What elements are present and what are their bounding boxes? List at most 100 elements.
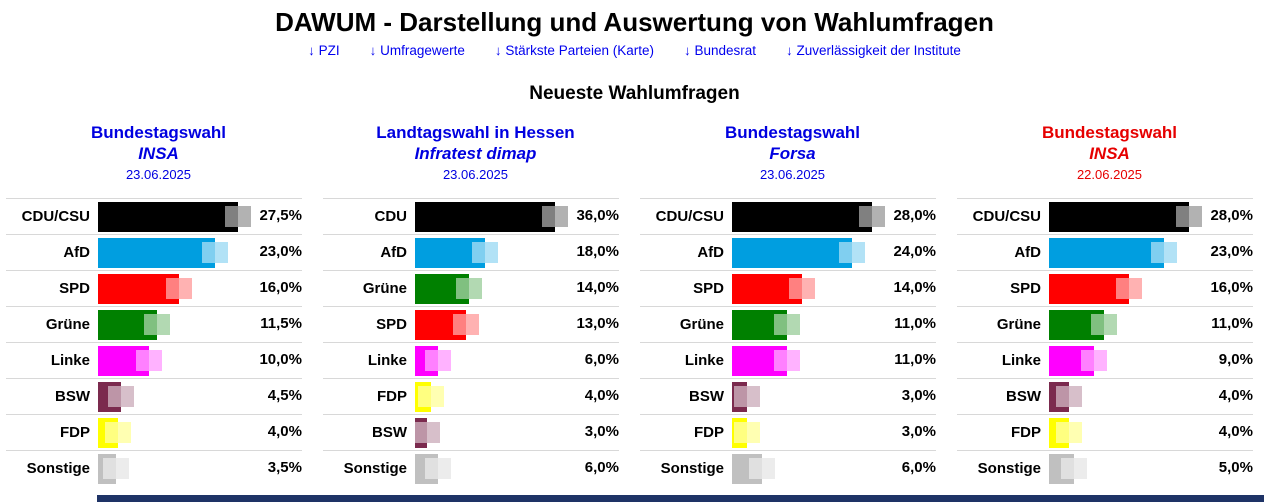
nav-link-bundesrat[interactable]: ↓ Bundesrat	[683, 43, 757, 58]
poll-bar	[732, 237, 852, 268]
previous-value-marker-outer	[115, 457, 129, 479]
party-row: FDP 4,0%	[957, 414, 1253, 450]
party-label: Grüne	[362, 280, 407, 297]
chart-title-link[interactable]: Bundestagswahl	[1041, 123, 1178, 142]
party-row: FDP 4,0%	[323, 378, 619, 414]
poll-value: 16,0%	[1210, 279, 1253, 296]
poll-chart-2: Landtagswahl in Hessen Infratest dimap 23.…	[317, 122, 634, 486]
party-label: FDP	[377, 388, 407, 405]
bar-area	[732, 237, 936, 268]
nav-link-staerkste-parteien[interactable]: ↓ Stärkste Parteien (Karte)	[494, 43, 654, 58]
poll-bar	[415, 381, 431, 412]
poll-bar	[98, 237, 216, 268]
chart-title-link[interactable]: Landtagswahl in Hessen	[376, 123, 575, 142]
party-row: Linke 9,0%	[957, 342, 1253, 378]
chart-institute-link[interactable]: INSA	[1089, 144, 1130, 163]
chart-rows: CDU/CSU 28,0% AfD 24,0% SPD 14,0% Grüne 11,0% Li…	[640, 198, 936, 486]
poll-bar	[98, 417, 119, 448]
previous-value-marker-inner	[542, 205, 555, 227]
chart-date: 23.06.2025	[125, 167, 192, 182]
latest-polls-charts: Bundestagswahl INSA 23.06.2025 CDU/CSU 27,5%…	[0, 122, 1269, 486]
bar-area	[98, 273, 302, 304]
poll-bar	[415, 453, 439, 484]
previous-value-marker-outer	[852, 241, 865, 263]
party-label: BSW	[1006, 388, 1041, 405]
party-label: FDP	[1011, 424, 1041, 441]
previous-value-marker-outer	[465, 313, 479, 335]
party-row: Grüne 11,0%	[957, 306, 1253, 342]
poll-bar	[1049, 273, 1129, 304]
poll-bar	[1049, 309, 1104, 340]
previous-value-marker-outer	[156, 313, 170, 335]
previous-value-marker-inner	[166, 277, 180, 299]
poll-bar	[732, 453, 762, 484]
chart-title-link[interactable]: Bundestagswahl	[724, 123, 861, 142]
bar-area	[732, 345, 936, 376]
previous-value-marker-outer	[787, 313, 800, 335]
poll-value: 28,0%	[893, 207, 936, 224]
poll-bar	[98, 345, 149, 376]
previous-value-marker-outer	[118, 421, 132, 443]
previous-value-marker-inner	[1091, 313, 1104, 335]
party-label: Sonstige	[977, 460, 1041, 477]
chart-institute-link[interactable]: Infratest dimap	[414, 144, 537, 163]
poll-value: 24,0%	[893, 243, 936, 260]
bar-area	[1049, 309, 1253, 340]
party-row: Grüne 14,0%	[323, 270, 619, 306]
nav-link-pzi[interactable]: ↓ PZI	[308, 43, 340, 58]
chart-date: 23.06.2025	[442, 167, 509, 182]
party-row: Sonstige 5,0%	[957, 450, 1253, 486]
chart-title-link[interactable]: Bundestagswahl	[90, 123, 227, 142]
previous-value-marker-inner	[105, 421, 119, 443]
bar-area	[1049, 201, 1253, 232]
chart-institute-link[interactable]: INSA	[138, 144, 179, 163]
party-row: AfD 23,0%	[6, 234, 302, 270]
party-label: SPD	[376, 316, 407, 333]
previous-value-marker-outer	[1069, 385, 1082, 407]
bar-area	[415, 453, 619, 484]
bar-area	[98, 237, 302, 268]
poll-value: 28,0%	[1210, 207, 1253, 224]
chart-institute-link[interactable]: Forsa	[769, 144, 816, 163]
previous-value-marker-outer	[438, 457, 452, 479]
party-row: Sonstige 6,0%	[640, 450, 936, 486]
bar-area	[415, 309, 619, 340]
bar-area	[732, 417, 936, 448]
party-label: SPD	[1010, 280, 1041, 297]
previous-value-marker-outer	[872, 205, 885, 227]
poll-bar	[415, 417, 428, 448]
party-row: SPD 16,0%	[6, 270, 302, 306]
nav-link-zuverlaessigkeit[interactable]: ↓ Zuverlässigkeit der Institute	[786, 43, 961, 58]
party-label: BSW	[689, 388, 724, 405]
poll-bar	[98, 381, 121, 412]
party-label: AfD	[380, 244, 407, 261]
poll-value: 6,0%	[584, 351, 619, 368]
previous-value-marker-inner	[774, 349, 787, 371]
poll-bar	[415, 273, 470, 304]
poll-value: 9,0%	[1218, 351, 1253, 368]
party-label: Grüne	[679, 316, 724, 333]
bar-area	[732, 453, 936, 484]
nav-link-umfragewerte[interactable]: ↓ Umfragewerte	[369, 43, 465, 58]
poll-value: 11,0%	[894, 351, 936, 368]
previous-value-marker-inner	[102, 457, 116, 479]
poll-value: 11,0%	[1211, 315, 1253, 332]
poll-value: 3,5%	[267, 459, 302, 476]
poll-bar	[1049, 345, 1094, 376]
previous-value-marker-inner	[456, 277, 470, 299]
previous-value-marker-inner	[135, 349, 149, 371]
party-label: SPD	[59, 280, 90, 297]
chart-header: Bundestagswahl INSA 22.06.2025	[951, 122, 1268, 186]
poll-bar	[415, 201, 555, 232]
previous-value-marker-inner	[417, 385, 431, 407]
poll-chart-3: Bundestagswahl Forsa 23.06.2025 CDU/CSU 28,0…	[634, 122, 951, 486]
party-label: CDU/CSU	[972, 208, 1041, 225]
party-label: SPD	[693, 280, 724, 297]
bar-area	[732, 309, 936, 340]
poll-bar	[1049, 381, 1069, 412]
chart-header: Bundestagswahl Forsa 23.06.2025	[634, 122, 951, 186]
poll-value: 3,0%	[584, 423, 619, 440]
bar-area	[1049, 417, 1253, 448]
party-row: CDU/CSU 27,5%	[6, 198, 302, 234]
party-row: AfD 24,0%	[640, 234, 936, 270]
